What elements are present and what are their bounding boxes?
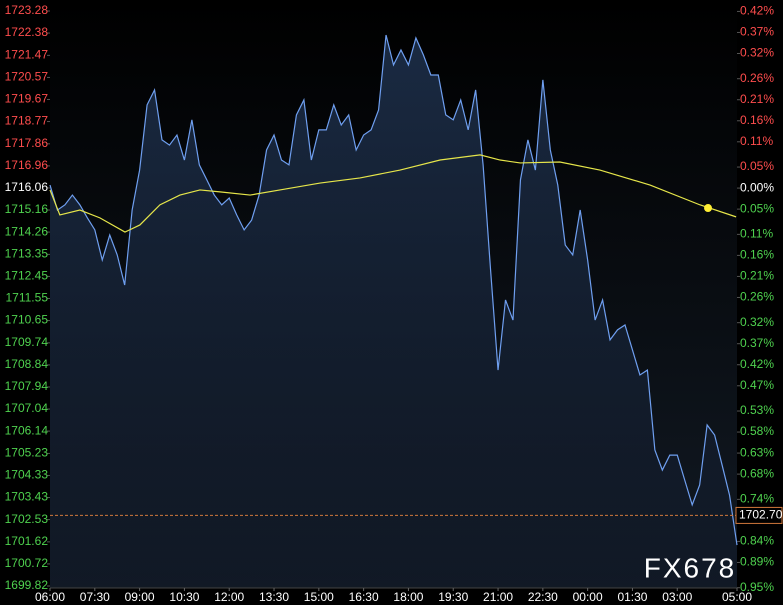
y2-tick-label: 0.16% [740,248,774,262]
y-tick-label: 1717.86 [5,136,49,150]
y2-tick-label: 0.74% [740,492,774,506]
y2-tick-label: 0.05% [740,159,774,173]
y-tick-label: 1722.38 [5,25,49,39]
x-tick-label: 19:30 [438,590,468,604]
y-tick-label: 1719.67 [5,92,49,106]
y2-tick-label: 0.47% [740,378,774,392]
y2-tick-label: 0.11% [740,227,773,241]
x-tick-label: 12:00 [214,590,244,604]
y2-tick-label: 0.00% [740,180,774,194]
x-tick-label: 06:00 [35,590,65,604]
watermark: FX678 [644,552,737,583]
y-tick-label: 1706.14 [5,423,49,437]
y2-tick-label: 0.58% [740,424,774,438]
y-tick-label: 1708.84 [5,357,49,371]
y2-tick-label: 0.11% [740,134,773,148]
x-tick-label: 18:00 [393,590,423,604]
y2-tick-label: 0.05% [740,201,774,215]
y-tick-label: 1705.23 [5,446,49,460]
y-tick-label: 1707.94 [5,379,49,393]
y-tick-label: 1716.06 [5,180,49,194]
x-tick-label: 16:30 [349,590,379,604]
y-tick-label: 1712.45 [5,269,49,283]
x-tick-label: 15:00 [304,590,334,604]
y2-tick-label: 0.16% [740,113,774,127]
marker-dot [704,204,713,213]
x-tick-label: 01:30 [617,590,647,604]
x-tick-label: 00:00 [573,590,603,604]
y2-tick-label: 0.84% [740,534,774,548]
y-tick-label: 1701.62 [5,534,49,548]
y2-tick-label: 0.68% [740,466,774,480]
y2-tick-label: 0.89% [740,555,774,569]
last-price-box [735,506,783,524]
y-tick-label: 1699.82 [5,578,49,592]
y2-tick-label: 0.53% [740,403,774,417]
y-tick-label: 1716.96 [5,158,49,172]
x-tick-label: 09:00 [125,590,155,604]
y2-tick-label: 0.32% [740,315,774,329]
x-tick-label: 21:00 [483,590,513,604]
y-tick-label: 1703.43 [5,490,49,504]
y2-tick-label: 0.37% [740,336,774,350]
y2-tick-label: 0.32% [740,46,774,60]
price-line [49,34,738,546]
y2-tick-label: 0.95% [740,580,774,594]
y-tick-label: 1718.77 [5,114,49,128]
y-tick-label: 1714.26 [5,224,49,238]
y-tick-label: 1715.16 [5,202,49,216]
y-tick-label: 1704.33 [5,468,49,482]
y-tick-label: 1721.47 [5,48,49,62]
y-tick-label: 1711.55 [6,291,49,305]
x-tick-label: 03:00 [662,590,692,604]
x-tick-label: 10:30 [169,590,199,604]
y2-tick-label: 0.63% [740,445,774,459]
y-tick-label: 1713.35 [5,247,49,261]
y-tick-label: 1707.04 [5,401,49,415]
y2-tick-label: 0.42% [740,4,774,18]
y-tick-label: 1702.53 [5,512,49,526]
y-tick-label: 1700.72 [5,556,49,570]
y2-tick-label: 0.26% [740,71,774,85]
y-tick-label: 1723.28 [5,3,49,17]
x-tick-label: 07:30 [80,590,110,604]
y-tick-label: 1710.65 [5,313,49,327]
average-line [49,154,737,233]
y2-tick-label: 0.21% [740,92,774,106]
y2-tick-label: 0.26% [740,290,774,304]
x-tick-label: 13:30 [259,590,289,604]
x-tick-label: 22:30 [528,590,558,604]
y2-tick-label: 0.42% [740,357,774,371]
price-area [50,35,737,586]
y-tick-label: 1709.74 [5,335,49,349]
y2-tick-label: 0.21% [740,269,774,283]
y2-tick-label: 0.37% [740,25,774,39]
last-price-label: 1702.70 [739,508,783,522]
y-tick-label: 1720.57 [5,70,49,84]
x-tick-label: 05:00 [722,590,752,604]
